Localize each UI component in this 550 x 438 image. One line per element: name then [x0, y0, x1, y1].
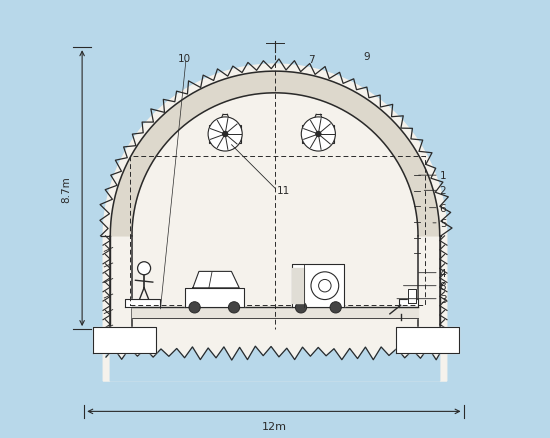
Circle shape: [228, 302, 240, 313]
Polygon shape: [193, 272, 239, 288]
Polygon shape: [103, 65, 447, 381]
Circle shape: [208, 118, 242, 152]
Polygon shape: [132, 307, 418, 318]
Text: 6: 6: [439, 203, 447, 213]
Text: 3: 3: [439, 294, 447, 304]
Text: 5: 5: [439, 218, 447, 228]
Text: 10: 10: [178, 54, 191, 64]
Polygon shape: [399, 299, 418, 307]
Polygon shape: [293, 269, 305, 304]
Polygon shape: [132, 94, 418, 312]
Circle shape: [138, 262, 151, 275]
Circle shape: [223, 132, 228, 137]
Circle shape: [295, 302, 307, 313]
Polygon shape: [125, 299, 160, 307]
Bar: [302, 126, 334, 144]
Circle shape: [189, 302, 200, 313]
Text: 8.7m: 8.7m: [61, 175, 72, 202]
Text: 9: 9: [364, 52, 371, 62]
Polygon shape: [111, 72, 439, 236]
Polygon shape: [397, 327, 459, 353]
Polygon shape: [408, 290, 416, 304]
Polygon shape: [106, 329, 444, 381]
Text: 7: 7: [309, 55, 315, 65]
Circle shape: [318, 280, 331, 292]
Text: 4: 4: [439, 268, 447, 278]
Polygon shape: [93, 327, 156, 353]
Polygon shape: [293, 265, 344, 307]
Text: 2: 2: [439, 186, 447, 196]
Text: 1: 1: [439, 171, 447, 181]
Text: 12m: 12m: [261, 421, 287, 431]
Circle shape: [316, 132, 321, 137]
Circle shape: [301, 118, 336, 152]
Circle shape: [330, 302, 342, 313]
Bar: [209, 126, 241, 144]
Polygon shape: [185, 288, 244, 307]
Text: 8: 8: [439, 281, 447, 291]
Circle shape: [311, 272, 339, 300]
Text: 11: 11: [277, 186, 290, 196]
